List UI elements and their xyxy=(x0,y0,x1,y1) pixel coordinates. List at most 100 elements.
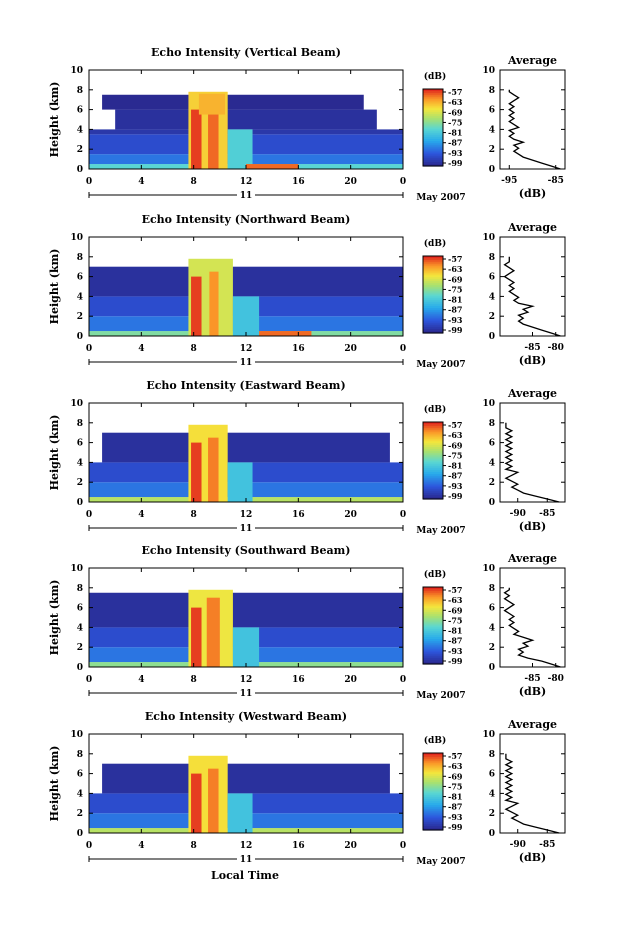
colorbar-step xyxy=(423,487,443,490)
colorbar-step xyxy=(423,313,443,317)
colorbar-step xyxy=(423,789,443,793)
colorbar-step xyxy=(423,799,443,802)
colorbar-step xyxy=(423,259,443,263)
echo-band-4 xyxy=(102,432,390,463)
colorbar-step xyxy=(423,422,443,425)
colorbar-step xyxy=(423,646,443,650)
colorbar-tick-label: -75 xyxy=(448,450,462,460)
x-tick-label: 4 xyxy=(138,344,144,354)
y-tick-label: 10 xyxy=(70,66,83,76)
profile-y-tick-label: 8 xyxy=(489,86,495,96)
colorbar-step xyxy=(423,450,443,454)
echo-band-8 xyxy=(227,793,253,833)
x-tick-label: 4 xyxy=(138,510,144,520)
date-label: May 2007 xyxy=(416,691,465,701)
colorbar-step xyxy=(423,756,443,760)
colorbar-step xyxy=(423,806,443,810)
day-label: 11 xyxy=(240,855,253,865)
colorbar-step xyxy=(423,658,443,661)
x-tick-label: 20 xyxy=(344,841,357,851)
colorbar-step xyxy=(423,284,443,288)
colorbar-step xyxy=(423,623,443,627)
colorbar-tick-label: -75 xyxy=(448,781,462,791)
colorbar-step xyxy=(423,269,443,272)
profile-y-tick-label: 6 xyxy=(489,273,495,283)
echo-band-8 xyxy=(191,109,202,169)
echo-band-6 xyxy=(191,442,202,502)
profile-y-tick-label: 6 xyxy=(489,770,495,780)
profile-line xyxy=(507,89,561,170)
colorbar-step xyxy=(423,637,443,640)
colorbar-step xyxy=(423,427,443,431)
y-tick-label: 0 xyxy=(77,829,83,839)
colorbar-step xyxy=(423,638,443,642)
x-tick-label: 8 xyxy=(191,675,197,685)
y-tick-label: 10 xyxy=(70,730,83,740)
y-axis-label: Height (km) xyxy=(48,415,61,491)
colorbar-step xyxy=(423,298,443,301)
colorbar-step xyxy=(423,588,443,592)
colorbar-step xyxy=(423,148,443,152)
echo-band-6 xyxy=(191,607,202,667)
colorbar-tick-label: -69 xyxy=(448,605,463,615)
colorbar-step xyxy=(423,127,443,131)
colorbar-step xyxy=(423,590,443,594)
profile-y-tick-label: 4 xyxy=(489,458,495,468)
day-label: 11 xyxy=(240,524,253,534)
colorbar-step xyxy=(423,617,443,621)
colorbar-step xyxy=(423,818,443,821)
colorbar-step xyxy=(423,475,443,479)
colorbar-step xyxy=(423,296,443,299)
colorbar-step xyxy=(423,437,443,440)
profile-frame xyxy=(499,69,566,170)
colorbar xyxy=(423,256,443,334)
colorbar-step xyxy=(423,162,443,165)
colorbar-step xyxy=(423,473,443,477)
colorbar-step xyxy=(423,435,443,438)
colorbar-step xyxy=(423,615,443,619)
colorbar-step xyxy=(423,629,443,632)
panel-title: Echo Intensity (Southward Beam) xyxy=(142,544,351,557)
profile-x-tick-label: -90 xyxy=(510,840,526,850)
colorbar-tick-label: -81 xyxy=(448,461,462,471)
day-label: 11 xyxy=(240,689,253,699)
profile-title: Average xyxy=(507,221,557,234)
x-tick-label: 0 xyxy=(86,177,92,187)
colorbar-step xyxy=(423,644,443,648)
colorbar-step xyxy=(423,462,443,465)
colorbar-step xyxy=(423,635,443,638)
colorbar-step xyxy=(423,610,443,613)
colorbar-step xyxy=(423,820,443,823)
colorbar-step xyxy=(423,304,443,307)
y-axis-label: Height (km) xyxy=(48,580,61,656)
colorbar-step xyxy=(423,433,443,437)
colorbar-step xyxy=(423,766,443,769)
profile-x-tick-label: -85 xyxy=(539,840,555,850)
colorbar-step xyxy=(423,458,443,462)
day-label-bg xyxy=(237,688,255,698)
colorbar-step xyxy=(423,489,443,492)
day-label: 11 xyxy=(240,358,253,368)
echo-band-11 xyxy=(227,129,253,169)
colorbar xyxy=(423,753,443,831)
colorbar-step xyxy=(423,485,443,489)
heatmap xyxy=(89,589,403,667)
date-label: May 2007 xyxy=(416,857,465,867)
profile-frame xyxy=(499,733,566,834)
x-tick-label: 4 xyxy=(138,675,144,685)
colorbar-tick-label: -57 xyxy=(448,87,462,97)
colorbar-step xyxy=(423,282,443,286)
colorbar-step xyxy=(423,754,443,758)
colorbar-tick-label: -99 xyxy=(448,656,463,666)
echo-band-6 xyxy=(102,94,364,110)
echo-band-7 xyxy=(208,768,219,833)
colorbar-step xyxy=(423,139,443,142)
colorbar-step xyxy=(423,483,443,487)
colorbar-tick-label: -99 xyxy=(448,158,463,168)
colorbar-frame xyxy=(422,586,444,665)
profile-y-tick-label: 4 xyxy=(489,125,495,135)
colorbar-step xyxy=(423,429,443,433)
colorbar-step xyxy=(423,317,443,321)
colorbar-step xyxy=(423,612,443,615)
